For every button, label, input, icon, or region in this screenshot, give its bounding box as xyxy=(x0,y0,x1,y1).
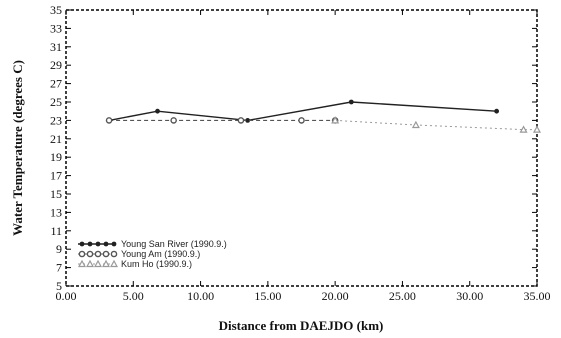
x-axis: 0.00 5.00 10.00 15.00 20.00 25.00 30.00 35.00 xyxy=(56,10,551,303)
data-point xyxy=(94,250,102,258)
data-point xyxy=(111,241,117,247)
y-axis: 5 7 9 11 13 15 17 19 21 23 25 27 29 31 33 35 xyxy=(50,3,537,293)
y-tick-label: 25 xyxy=(50,95,62,109)
data-point xyxy=(494,108,500,114)
y-axis-label: Water Temperature (degrees C) xyxy=(10,60,25,236)
y-tick-label: 27 xyxy=(50,77,62,91)
data-point xyxy=(86,250,94,258)
y-tick-label: 9 xyxy=(56,242,62,256)
y-tick-label: 5 xyxy=(56,279,62,293)
series-line xyxy=(335,119,537,131)
legend-label: Kum Ho (1990.9.) xyxy=(121,259,192,269)
y-tick-label: 31 xyxy=(50,40,62,54)
y-tick-label: 21 xyxy=(50,132,62,146)
x-tick-label: 30.00 xyxy=(456,289,483,303)
data-point xyxy=(298,117,305,124)
data-point xyxy=(519,125,528,133)
data-point xyxy=(102,250,110,258)
data-point xyxy=(170,117,177,124)
x-tick-label: 10.00 xyxy=(187,289,214,303)
y-tick-label: 7 xyxy=(56,261,62,275)
data-point xyxy=(237,117,245,124)
legend-label: Young San River (1990.9.) xyxy=(121,239,227,249)
x-axis-label: Distance from DAEJDO (km) xyxy=(219,318,384,333)
y-tick-label: 29 xyxy=(50,58,62,72)
data-point xyxy=(77,259,87,268)
data-point xyxy=(532,125,542,133)
y-tick-label: 11 xyxy=(50,224,62,238)
y-tick-label: 33 xyxy=(50,21,62,35)
data-point xyxy=(78,250,86,258)
data-point xyxy=(348,99,354,105)
data-point xyxy=(110,250,118,258)
x-tick-label: 5.00 xyxy=(123,289,144,303)
data-point xyxy=(331,116,340,124)
x-tick-label: 20.00 xyxy=(322,289,349,303)
data-point xyxy=(101,259,111,268)
data-point xyxy=(95,241,101,247)
data-point xyxy=(87,241,93,247)
x-tick-label: 35.00 xyxy=(524,289,551,303)
data-point xyxy=(245,118,251,123)
data-point xyxy=(155,108,160,114)
data-point xyxy=(79,241,85,247)
legend-label: Young Am (1990.9.) xyxy=(121,249,200,259)
data-point xyxy=(103,241,109,247)
y-tick-label: 13 xyxy=(50,205,62,219)
data-point xyxy=(105,117,113,124)
data-point xyxy=(109,259,119,268)
x-tick-label: 0.00 xyxy=(56,289,77,303)
y-tick-label: 23 xyxy=(50,113,62,127)
series-layer xyxy=(105,99,542,133)
y-tick-label: 17 xyxy=(50,169,62,183)
data-point xyxy=(85,259,95,268)
data-point xyxy=(411,120,420,129)
y-tick-label: 15 xyxy=(50,187,62,201)
legend: Young San River (1990.9.)Young Am (1990.… xyxy=(77,239,227,269)
x-tick-label: 25.00 xyxy=(389,289,416,303)
y-tick-label: 19 xyxy=(50,150,62,164)
plot-area-frame xyxy=(65,9,538,287)
data-point xyxy=(93,259,103,268)
x-tick-label: 15.00 xyxy=(254,289,281,303)
y-tick-label: 35 xyxy=(50,3,62,17)
